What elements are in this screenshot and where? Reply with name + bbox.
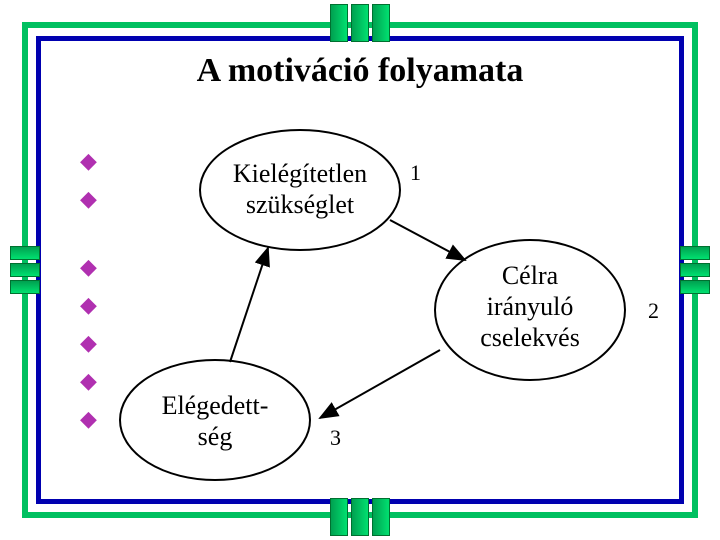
ornament-bottom [330, 498, 390, 536]
node-1-line2: szükséglet [246, 190, 354, 219]
node-2-line3: cselekvés [480, 323, 580, 352]
node-2-line2: irányuló [487, 292, 574, 321]
step-number-3: 3 [330, 425, 341, 451]
bullet-list: ◆ ◆ ◆ ◆ ◆ ◆ ◆ [80, 150, 97, 446]
bullet-icon: ◆ [80, 188, 97, 226]
node-3-label: Elégedett- ség [140, 390, 290, 452]
bullet-icon: ◆ [80, 332, 97, 370]
ornament-left [10, 246, 40, 294]
ornament-right [680, 246, 710, 294]
bullet-icon: ◆ [80, 370, 97, 408]
node-2-label: Célra irányuló cselekvés [455, 260, 605, 354]
bullet-icon: ◆ [80, 150, 97, 188]
ornament-top [330, 4, 390, 42]
node-2-line1: Célra [502, 261, 558, 290]
page-title: A motiváció folyamata [0, 52, 720, 90]
node-3-line1: Elégedett- [162, 391, 269, 420]
step-number-2: 2 [648, 298, 659, 324]
node-1-label: Kielégítetlen szükséglet [225, 158, 375, 220]
step-number-1: 1 [410, 160, 421, 186]
bullet-icon: ◆ [80, 256, 97, 294]
bullet-icon: ◆ [80, 294, 97, 332]
node-3-line2: ség [198, 422, 233, 451]
bullet-icon: ◆ [80, 408, 97, 446]
node-1-line1: Kielégítetlen [233, 159, 367, 188]
